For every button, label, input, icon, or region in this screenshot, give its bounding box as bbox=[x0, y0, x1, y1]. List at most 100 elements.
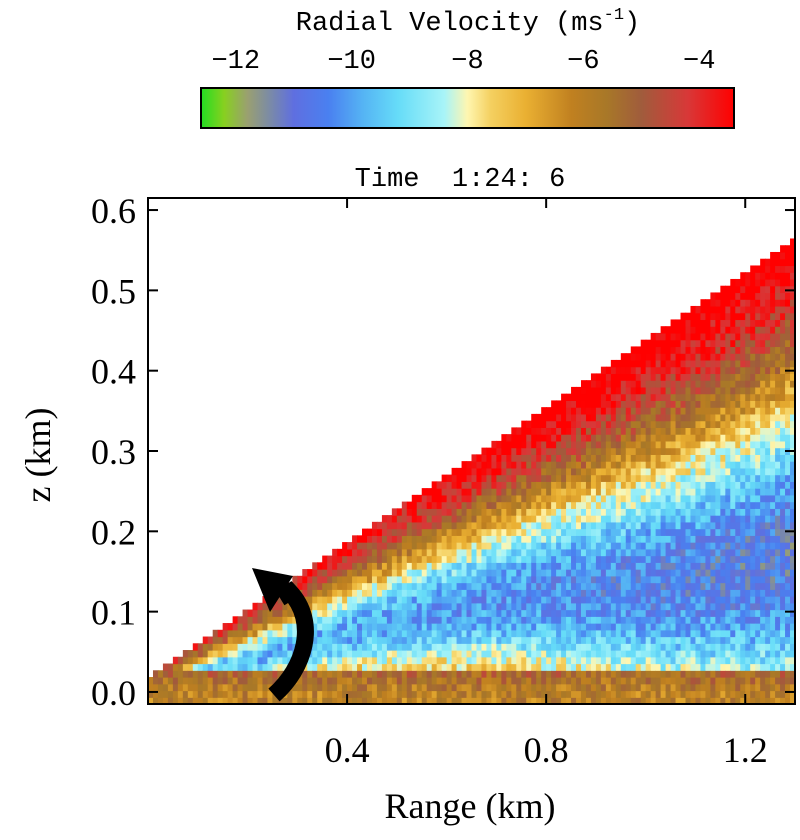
heatmap-cell bbox=[302, 589, 308, 597]
heatmap-cell bbox=[476, 488, 483, 496]
heatmap-cell bbox=[431, 575, 438, 584]
heatmap-cell bbox=[347, 690, 353, 698]
heatmap-cell bbox=[257, 629, 264, 638]
heatmap-cell bbox=[222, 663, 229, 671]
heatmap-cell bbox=[755, 278, 761, 287]
heatmap-cell bbox=[511, 643, 517, 651]
heatmap-cell bbox=[650, 467, 657, 476]
heatmap-cell bbox=[595, 454, 602, 462]
heatmap-cell bbox=[401, 636, 408, 644]
heatmap-cell bbox=[750, 447, 756, 455]
heatmap-cell bbox=[705, 427, 711, 435]
heatmap-cell bbox=[585, 575, 592, 584]
heatmap-cell bbox=[357, 589, 363, 597]
heatmap-cell bbox=[665, 380, 672, 388]
heatmap-cell bbox=[491, 521, 497, 530]
heatmap-cell bbox=[212, 650, 219, 658]
heatmap-cell bbox=[770, 319, 776, 327]
heatmap-cell bbox=[426, 677, 433, 685]
heatmap-cell bbox=[690, 643, 697, 651]
heatmap-cell bbox=[496, 663, 502, 671]
heatmap-cell bbox=[725, 359, 731, 368]
heatmap-cell bbox=[327, 677, 333, 685]
heatmap-cell bbox=[551, 697, 557, 704]
heatmap-cell bbox=[655, 380, 662, 388]
heatmap-cell bbox=[720, 292, 726, 300]
heatmap-cell bbox=[605, 670, 612, 678]
heatmap-cell bbox=[322, 589, 328, 597]
heatmap-cell bbox=[630, 596, 637, 604]
heatmap-cell bbox=[750, 285, 756, 294]
heatmap-cell bbox=[755, 555, 761, 563]
heatmap-cell bbox=[556, 697, 562, 704]
heatmap-cell bbox=[745, 677, 751, 685]
heatmap-cell bbox=[386, 670, 393, 678]
heatmap-cell bbox=[600, 589, 607, 597]
heatmap-cell bbox=[561, 434, 567, 442]
heatmap-cell bbox=[531, 677, 537, 685]
heatmap-cell bbox=[675, 461, 682, 469]
heatmap-cell bbox=[391, 663, 398, 671]
heatmap-cell bbox=[466, 643, 473, 651]
heatmap-cell bbox=[625, 542, 632, 550]
heatmap-cell bbox=[630, 683, 637, 692]
heatmap-cell bbox=[650, 623, 657, 631]
heatmap-cell bbox=[665, 427, 672, 435]
heatmap-cell bbox=[501, 670, 507, 678]
heatmap-cell bbox=[780, 407, 786, 415]
heatmap-cell bbox=[725, 319, 731, 327]
heatmap-cell bbox=[561, 643, 567, 651]
heatmap-cell bbox=[521, 501, 527, 509]
heatmap-cell bbox=[625, 548, 632, 557]
heatmap-cell bbox=[252, 663, 259, 671]
heatmap-cell bbox=[780, 467, 786, 476]
heatmap-cell bbox=[486, 582, 493, 590]
heatmap-cell bbox=[267, 690, 274, 698]
heatmap-cell bbox=[466, 650, 473, 658]
heatmap-cell bbox=[780, 346, 786, 354]
heatmap-cell bbox=[780, 278, 786, 287]
heatmap-cell bbox=[725, 528, 731, 536]
heatmap-cell bbox=[710, 562, 716, 570]
heatmap-cell bbox=[242, 697, 249, 704]
heatmap-cell bbox=[585, 548, 592, 557]
heatmap-cell bbox=[556, 677, 562, 685]
heatmap-cell bbox=[745, 528, 751, 536]
heatmap-cell bbox=[247, 656, 254, 665]
heatmap-cell bbox=[526, 575, 532, 584]
heatmap-cell bbox=[431, 582, 438, 590]
heatmap-cell bbox=[755, 440, 761, 449]
heatmap-cell bbox=[317, 589, 323, 597]
heatmap-cell bbox=[406, 697, 413, 704]
heatmap-cell bbox=[421, 643, 428, 651]
heatmap-cell bbox=[541, 535, 547, 543]
heatmap-cell bbox=[755, 697, 761, 704]
heatmap-cell bbox=[312, 616, 318, 624]
heatmap-cell bbox=[675, 636, 682, 644]
heatmap-cell bbox=[561, 683, 567, 692]
heatmap-cell bbox=[371, 677, 378, 685]
heatmap-cell bbox=[605, 548, 612, 557]
heatmap-cell bbox=[391, 582, 398, 590]
heatmap-cell bbox=[411, 636, 418, 644]
heatmap-cell bbox=[521, 440, 527, 449]
heatmap-cell bbox=[362, 589, 368, 597]
heatmap-cell bbox=[615, 393, 622, 401]
heatmap-cell bbox=[700, 670, 707, 678]
heatmap-cell bbox=[715, 521, 721, 530]
heatmap-cell bbox=[785, 629, 791, 638]
heatmap-cell bbox=[576, 454, 582, 462]
heatmap-cell bbox=[665, 623, 672, 631]
heatmap-cell bbox=[670, 515, 677, 523]
heatmap-cell bbox=[491, 481, 497, 489]
heatmap-cell bbox=[680, 494, 687, 503]
heatmap-cell bbox=[182, 697, 189, 704]
heatmap-cell bbox=[536, 440, 542, 449]
heatmap-cell bbox=[585, 461, 592, 469]
heatmap-cell bbox=[770, 501, 776, 509]
heatmap-cell bbox=[327, 569, 333, 577]
heatmap-cell bbox=[496, 555, 502, 563]
heatmap-cell bbox=[546, 413, 552, 422]
heatmap-cell bbox=[227, 650, 234, 658]
heatmap-cell bbox=[466, 677, 473, 685]
